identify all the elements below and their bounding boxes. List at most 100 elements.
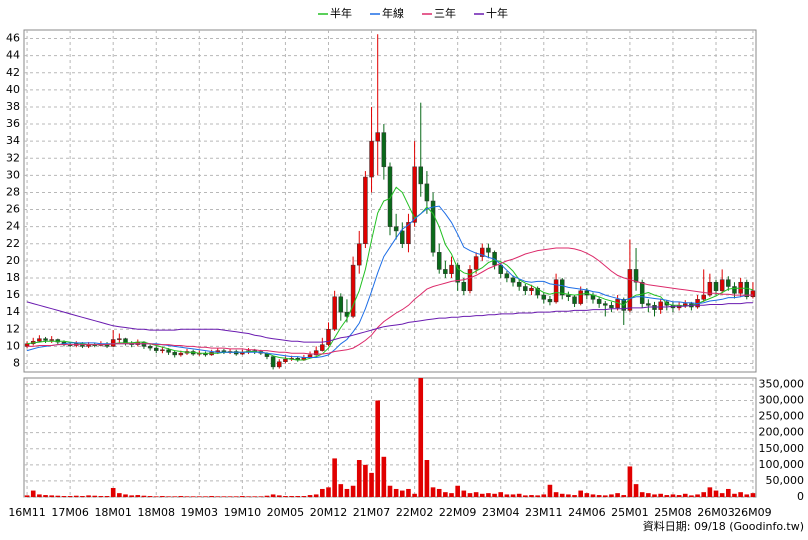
candle-body <box>639 281 645 304</box>
y-tick-label: 40 <box>6 83 20 96</box>
candle-body <box>332 296 337 330</box>
volume-bar <box>615 493 620 497</box>
volume-bar <box>209 496 214 497</box>
y-tick-label: 18 <box>6 271 20 284</box>
volume-bar <box>504 494 510 497</box>
volume-bar <box>523 495 528 497</box>
volume-bar <box>307 495 313 497</box>
y-tick-label: 8 <box>13 356 20 369</box>
candle-body <box>744 281 750 298</box>
candle-body <box>541 294 547 300</box>
volume-bar <box>147 496 153 497</box>
candle-body <box>535 287 540 296</box>
x-tick-label: 23M04 <box>482 506 520 519</box>
volume-bar <box>664 495 670 497</box>
candle-body <box>486 247 491 253</box>
volume-bar <box>479 493 485 497</box>
volume-bar <box>197 496 202 497</box>
candle-body <box>523 286 528 292</box>
candle-body <box>683 303 688 306</box>
candle-body <box>363 176 368 244</box>
volume-bar <box>418 378 424 497</box>
volume-bar <box>701 492 707 497</box>
volume-bar <box>178 496 184 497</box>
volume-bar <box>264 495 270 497</box>
volume-bar <box>80 496 85 497</box>
volume-bar <box>184 496 190 497</box>
volume-bar <box>621 495 627 497</box>
ma-line <box>26 301 753 343</box>
volume-bar <box>43 495 48 497</box>
y-tick-label: 10 <box>6 339 20 352</box>
y-tick-label: 22 <box>6 237 20 250</box>
candle-body <box>566 294 571 298</box>
y2-tick-label: 200,000 <box>759 426 805 439</box>
volume-bar <box>676 495 682 497</box>
volume-bar <box>55 495 61 497</box>
candle-body <box>350 264 356 317</box>
volume-bar <box>215 496 221 497</box>
x-tick-label: 24M06 <box>568 506 606 519</box>
x-tick-label: 19M03 <box>181 506 219 519</box>
candle-body <box>166 349 171 353</box>
volume-bar <box>424 460 430 497</box>
volume-bar <box>750 493 756 497</box>
candle-body <box>326 329 331 345</box>
volume-bar <box>141 495 147 497</box>
volume-bar <box>295 496 301 497</box>
volume-bar <box>104 496 110 497</box>
candle-body <box>436 252 442 270</box>
x-tick-label: 18M08 <box>138 506 176 519</box>
x-tick-label: 25M01 <box>611 506 649 519</box>
volume-bar <box>510 494 516 497</box>
candle-body <box>24 343 30 347</box>
volume-bar <box>547 484 553 497</box>
candle-body <box>707 281 713 296</box>
candle-body <box>110 339 116 347</box>
volume-bar <box>172 496 178 497</box>
volume-bar <box>516 493 522 497</box>
candle-body <box>713 281 719 292</box>
volume-bar <box>67 496 73 497</box>
candle-body <box>480 247 485 257</box>
candle-body <box>387 166 393 227</box>
x-tick-label: 25M08 <box>654 506 692 519</box>
volume-bar <box>559 493 565 497</box>
source-note: 資料日期: 09/18 (Goodinfo.tw) <box>643 519 804 533</box>
x-tick-label: 19M10 <box>224 506 262 519</box>
candle-body <box>147 346 153 349</box>
candle-body <box>154 347 159 351</box>
x-tick-label: 22M09 <box>439 506 477 519</box>
volume-bar <box>670 494 676 497</box>
volume-bar <box>98 496 104 497</box>
volume-bar <box>369 472 374 497</box>
volume-bar <box>344 488 350 497</box>
volume-bar <box>492 493 497 497</box>
candle-body <box>572 296 577 304</box>
volume-bar <box>221 496 227 497</box>
x-tick-label: 20M05 <box>267 506 305 519</box>
volume-bar <box>203 496 208 497</box>
volume-bar <box>276 495 282 497</box>
volume-bar <box>49 495 54 497</box>
x-tick-label: 26M09 <box>734 506 772 519</box>
candle-body <box>603 303 608 306</box>
candle-body <box>381 132 387 168</box>
volume-bar <box>246 496 251 497</box>
candle-body <box>369 140 374 178</box>
volume-bar <box>535 495 540 497</box>
candle-body <box>455 264 460 283</box>
x-tick-label: 26M03 <box>697 506 735 519</box>
volume-bar <box>726 488 731 497</box>
volume-bar <box>609 494 614 497</box>
volume-bar <box>240 496 245 497</box>
y2-tick-label: 150,000 <box>759 442 805 455</box>
candle-body <box>553 279 559 303</box>
candle-body <box>473 256 479 270</box>
ma-line <box>27 186 754 361</box>
volume-bar <box>129 495 134 497</box>
volume-bar <box>37 494 42 497</box>
volume-bar <box>639 492 645 497</box>
y2-tick-label: 350,000 <box>759 377 805 390</box>
volume-bar <box>633 484 639 497</box>
